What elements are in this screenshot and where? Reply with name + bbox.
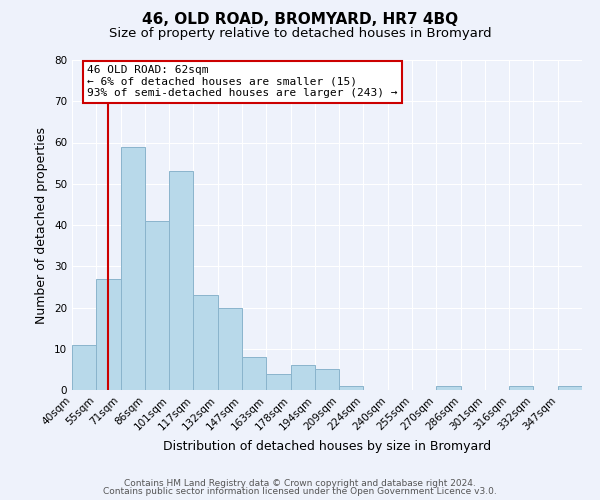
Bar xyxy=(145,221,169,390)
Bar xyxy=(242,357,266,390)
Text: 46, OLD ROAD, BROMYARD, HR7 4BQ: 46, OLD ROAD, BROMYARD, HR7 4BQ xyxy=(142,12,458,28)
Bar xyxy=(218,308,242,390)
Bar xyxy=(290,365,315,390)
Text: Contains HM Land Registry data © Crown copyright and database right 2024.: Contains HM Land Registry data © Crown c… xyxy=(124,478,476,488)
X-axis label: Distribution of detached houses by size in Bromyard: Distribution of detached houses by size … xyxy=(163,440,491,453)
Bar xyxy=(266,374,290,390)
Bar xyxy=(169,172,193,390)
Text: 46 OLD ROAD: 62sqm
← 6% of detached houses are smaller (15)
93% of semi-detached: 46 OLD ROAD: 62sqm ← 6% of detached hous… xyxy=(88,65,398,98)
Bar xyxy=(436,386,461,390)
Bar xyxy=(72,344,96,390)
Bar xyxy=(558,386,582,390)
Y-axis label: Number of detached properties: Number of detached properties xyxy=(35,126,49,324)
Bar xyxy=(96,278,121,390)
Text: Size of property relative to detached houses in Bromyard: Size of property relative to detached ho… xyxy=(109,28,491,40)
Bar xyxy=(509,386,533,390)
Bar xyxy=(315,370,339,390)
Bar xyxy=(193,295,218,390)
Text: Contains public sector information licensed under the Open Government Licence v3: Contains public sector information licen… xyxy=(103,487,497,496)
Bar xyxy=(339,386,364,390)
Bar xyxy=(121,146,145,390)
